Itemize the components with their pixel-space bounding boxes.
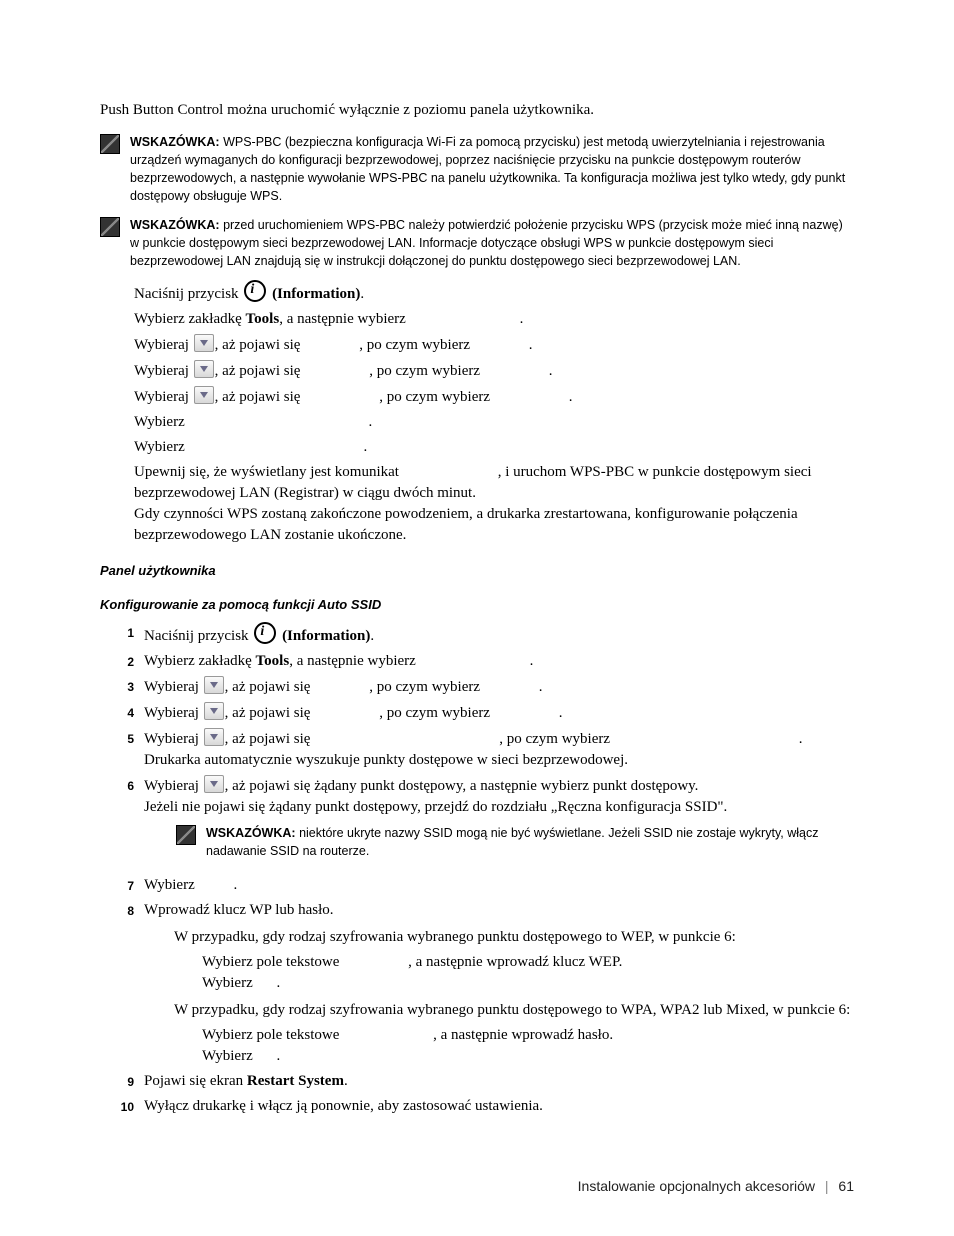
step-number: 5 <box>112 728 144 771</box>
footer-title: Instalowanie opcjonalnych akcesoriów <box>578 1178 815 1194</box>
note-icon <box>100 134 120 154</box>
page-footer: Instalowanie opcjonalnych akcesoriów | 6… <box>100 1177 854 1197</box>
down-arrow-icon <box>194 334 214 352</box>
step-line: Wybieraj , aż pojawi się , po czym wybie… <box>134 334 854 356</box>
note-body: niektóre ukryte nazwy SSID mogą nie być … <box>206 826 818 858</box>
step-number: 4 <box>112 702 144 724</box>
note-block-2: WSKAZÓWKA: przed uruchomieniem WPS-PBC n… <box>100 216 854 270</box>
note-block-3: WSKAZÓWKA: niektóre ukryte nazwy SSID mo… <box>176 824 854 860</box>
note-label: WSKAZÓWKA: <box>206 826 296 840</box>
step-number: 1 <box>112 622 144 647</box>
step-number: 2 <box>112 651 144 672</box>
information-icon <box>254 622 276 644</box>
down-arrow-icon <box>204 728 224 746</box>
step-line: Wybierz . <box>134 412 854 433</box>
down-arrow-icon <box>194 360 214 378</box>
down-arrow-icon <box>204 775 224 793</box>
step-number: 6 <box>112 775 144 870</box>
step-line: Wybierz . <box>134 437 854 458</box>
section-heading-autossid: Konfigurowanie za pomocą funkcji Auto SS… <box>100 596 854 614</box>
step-line: Upewnij się, że wyświetlany jest komunik… <box>134 462 854 546</box>
section-heading-panel: Panel użytkownika <box>100 562 854 580</box>
note-body: przed uruchomieniem WPS-PBC należy potwi… <box>130 218 843 268</box>
footer-separator: | <box>825 1178 829 1194</box>
step-line: Wybierz zakładkę Tools, a następnie wybi… <box>134 309 854 330</box>
down-arrow-icon <box>194 386 214 404</box>
step-number: 9 <box>112 1071 144 1092</box>
note-label: WSKAZÓWKA: <box>130 135 220 149</box>
note-body: WPS-PBC (bezpieczna konfiguracja Wi-Fi z… <box>130 135 845 203</box>
note-icon <box>100 217 120 237</box>
numbered-steps: 1 Naciśnij przycisk (Information). 2 Wyb… <box>112 622 854 1116</box>
step-line: Wybieraj , aż pojawi się , po czym wybie… <box>134 360 854 382</box>
note-label: WSKAZÓWKA: <box>130 218 220 232</box>
page-number: 61 <box>838 1178 854 1194</box>
step-number: 8 <box>112 900 144 1067</box>
information-icon <box>244 280 266 302</box>
note-block-1: WSKAZÓWKA: WPS-PBC (bezpieczna konfigura… <box>100 133 854 206</box>
down-arrow-icon <box>204 702 224 720</box>
intro-text: Push Button Control można uruchomić wyłą… <box>100 100 854 121</box>
step-line: Wybieraj , aż pojawi się , po czym wybie… <box>134 386 854 408</box>
step-number: 7 <box>112 875 144 896</box>
down-arrow-icon <box>204 676 224 694</box>
note-icon <box>176 825 196 845</box>
step-number: 3 <box>112 676 144 698</box>
step-line: Naciśnij przycisk (Information). <box>134 280 854 305</box>
step-number: 10 <box>112 1096 144 1117</box>
